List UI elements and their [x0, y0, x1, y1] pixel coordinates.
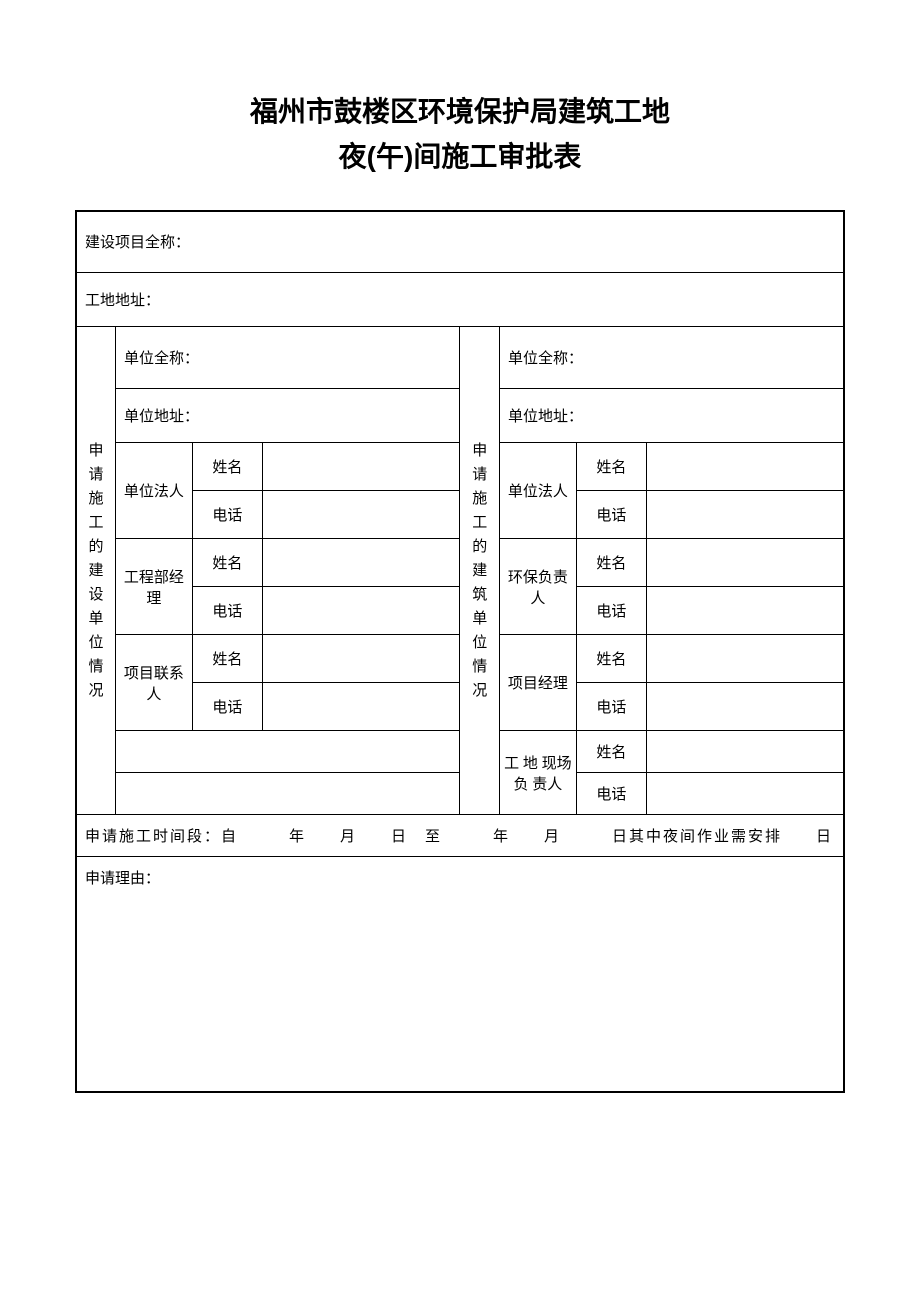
right-env-name-label: 姓名: [576, 539, 646, 587]
right-pm-label: 项目经理: [499, 635, 576, 731]
project-name-row: 建设项目全称：: [76, 211, 844, 273]
project-name-label: 建设项目全称：: [85, 235, 190, 251]
right-legal-name-label: 姓名: [576, 443, 646, 491]
right-site-phone-value[interactable]: [646, 773, 844, 815]
left-legal-phone-label: 电话: [192, 491, 262, 539]
left-eng-name-label: 姓名: [192, 539, 262, 587]
left-section-header: 申请施工的建设单位情况: [76, 327, 115, 815]
left-unit-name-label: 单位全称：: [124, 351, 199, 367]
right-pm-phone-label: 电话: [576, 683, 646, 731]
right-legal-name-value[interactable]: [646, 443, 844, 491]
right-section-header: 申请施工的建筑单位情况: [460, 327, 499, 815]
approval-form-table: 建设项目全称： 工地地址： 申请施工的建设单位情况 单位全称： 申请施工的建筑单…: [75, 210, 845, 1093]
left-contact-name-label: 姓名: [192, 635, 262, 683]
right-unit-name-label: 单位全称：: [508, 351, 583, 367]
right-pm-name-value[interactable]: [646, 635, 844, 683]
right-unit-addr-row: 单位地址：: [499, 389, 844, 443]
left-contact-label: 项目联系人: [115, 635, 192, 731]
right-site-name-value[interactable]: [646, 731, 844, 773]
left-unit-addr-label: 单位地址：: [124, 409, 199, 425]
right-legal-phone-label: 电话: [576, 491, 646, 539]
right-legal-label: 单位法人: [499, 443, 576, 539]
reason-row: 申请理由：: [76, 857, 844, 1092]
left-legal-name-value[interactable]: [262, 443, 459, 491]
right-pm-phone-value[interactable]: [646, 683, 844, 731]
left-legal-name-label: 姓名: [192, 443, 262, 491]
right-pm-name-label: 姓名: [576, 635, 646, 683]
site-address-label: 工地地址：: [85, 293, 160, 309]
right-env-phone-value[interactable]: [646, 587, 844, 635]
left-eng-phone-label: 电话: [192, 587, 262, 635]
right-site-label: 工 地 现场 负 责人: [499, 731, 576, 815]
left-eng-name-value[interactable]: [262, 539, 459, 587]
left-contact-phone-label: 电话: [192, 683, 262, 731]
left-unit-name-row: 单位全称：: [115, 327, 459, 389]
left-unit-addr-row: 单位地址：: [115, 389, 459, 443]
left-legal-phone-value[interactable]: [262, 491, 459, 539]
reason-label: 申请理由：: [85, 871, 160, 887]
right-env-label: 环保负责人: [499, 539, 576, 635]
site-address-row: 工地地址：: [76, 273, 844, 327]
left-legal-label: 单位法人: [115, 443, 192, 539]
right-legal-phone-value[interactable]: [646, 491, 844, 539]
title-line1: 福州市鼓楼区环境保护局建筑工地: [75, 90, 845, 135]
time-period-text: 申请施工时间段：自 年 月 日 至 年 月 日其中夜间作业需安排 日: [85, 829, 833, 845]
right-env-name-value[interactable]: [646, 539, 844, 587]
right-site-name-label: 姓名: [576, 731, 646, 773]
left-contact-name-value[interactable]: [262, 635, 459, 683]
right-site-phone-label: 电话: [576, 773, 646, 815]
right-env-phone-label: 电话: [576, 587, 646, 635]
right-unit-addr-label: 单位地址：: [508, 409, 583, 425]
title-line2: 夜(午)间施工审批表: [75, 135, 845, 180]
form-title: 福州市鼓楼区环境保护局建筑工地 夜(午)间施工审批表: [75, 90, 845, 180]
left-extra1[interactable]: [115, 731, 459, 773]
time-period-row[interactable]: 申请施工时间段：自 年 月 日 至 年 月 日其中夜间作业需安排 日: [76, 815, 844, 857]
left-extra2[interactable]: [115, 773, 459, 815]
left-eng-phone-value[interactable]: [262, 587, 459, 635]
left-eng-label: 工程部经理: [115, 539, 192, 635]
left-contact-phone-value[interactable]: [262, 683, 459, 731]
right-unit-name-row: 单位全称：: [499, 327, 844, 389]
